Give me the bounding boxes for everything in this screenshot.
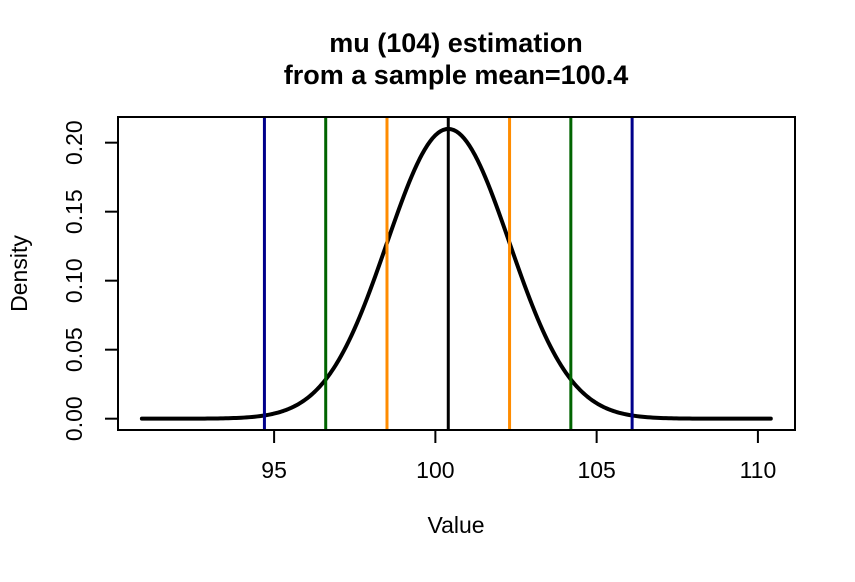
x-tick-label: 95 <box>261 457 287 483</box>
y-tick-label: 0.05 <box>61 327 87 372</box>
density-curve-path <box>139 126 773 421</box>
x-tick-label: 105 <box>577 457 615 483</box>
x-axis-label: Value <box>427 512 484 538</box>
y-tick-label: 0.00 <box>61 396 87 441</box>
y-axis: 0.00 0.05 0.10 0.15 0.20 <box>61 120 118 441</box>
y-tick-label: 0.20 <box>61 120 87 165</box>
x-tick-label: 100 <box>416 457 454 483</box>
y-tick-label: 0.15 <box>61 189 87 234</box>
chart-title-line2: from a sample mean=100.4 <box>284 60 628 90</box>
plot-box <box>117 116 796 431</box>
chart-title-line1: mu (104) estimation <box>329 28 583 58</box>
density-curve <box>139 126 773 421</box>
vlines <box>262 118 634 429</box>
y-axis-label: Density <box>6 235 32 312</box>
y-tick-label: 0.10 <box>61 258 87 303</box>
x-tick-label: 110 <box>740 457 777 483</box>
x-axis: 95 100 105 110 <box>261 430 776 483</box>
